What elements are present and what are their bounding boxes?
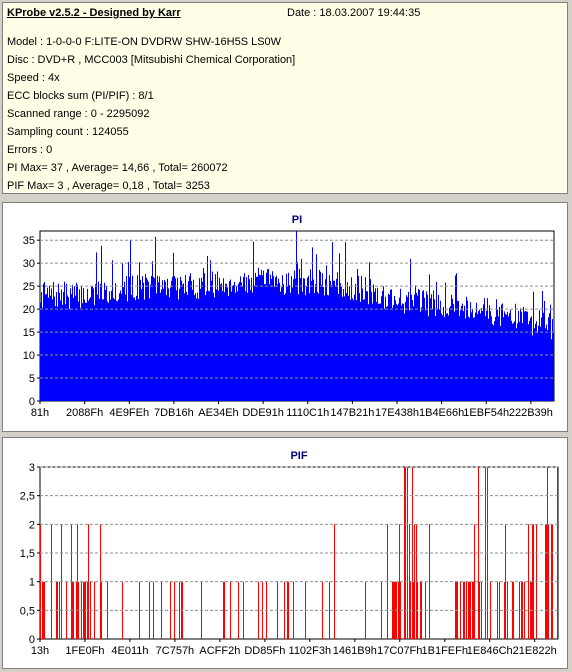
x-tick-label: 17E438h — [375, 407, 419, 419]
x-tick-label: 7C757h — [156, 645, 195, 657]
y-tick-label: 35 — [23, 235, 35, 247]
scan-date: Date : 18.03.2007 19:44:35 — [287, 7, 421, 19]
x-tick-label: ACFF2h — [199, 645, 240, 657]
info-errors: Errors : 0 — [7, 144, 53, 156]
x-tick-label: 1102F3h — [289, 645, 332, 657]
x-tick-label: 4E9FEh — [109, 407, 149, 419]
x-tick-label: 7DB16h — [154, 407, 194, 419]
x-tick-label: 1EBF54h — [463, 407, 509, 419]
pif-chart: PIF 0 0,5 1 1,5 2 2,5 3 13h 1FE0Fh 4E011h 7C757h ACF… — [20, 450, 559, 657]
info-pif-stats: PIF Max= 3 , Average= 0,18 , Total= 3253 — [7, 180, 210, 192]
y-tick-label: 0 — [29, 396, 35, 408]
y-tick-label: 2,5 — [20, 491, 35, 503]
pi-chart-panel: PI 0 5 10 15 20 25 30 35 81h 2088Fh 4E9FEh 7DB16h AE3… — [2, 202, 568, 432]
pi-bars — [40, 231, 554, 401]
x-tick-label: 2088Fh — [66, 407, 103, 419]
info-model: Model : 1-0-0-0 F:LITE-ON DVDRW SHW-16H5… — [7, 36, 282, 48]
x-tick-label: 1B1FEFh — [422, 645, 468, 657]
x-tick-label: 1B4E66h — [419, 407, 464, 419]
x-tick-label: 147B21h — [330, 407, 374, 419]
y-tick-label: 20 — [23, 304, 35, 316]
x-tick-label: 17C07Fh — [377, 645, 422, 657]
chart-title: PI — [292, 214, 302, 226]
x-tick-label: 81h — [31, 407, 49, 419]
info-range: Scanned range : 0 - 2295092 — [7, 108, 150, 120]
y-tick-label: 25 — [23, 281, 35, 293]
x-tick-label: 13h — [31, 645, 49, 657]
y-tick-label: 1 — [29, 577, 35, 589]
x-tick-label: AE34Eh — [198, 407, 238, 419]
app-title: KProbe v2.5.2 - Designed by Karr — [7, 7, 181, 19]
info-speed: Speed : 4x — [7, 72, 60, 84]
y-tick-label: 30 — [23, 258, 35, 270]
pif-chart-panel: PIF 0 0,5 1 1,5 2 2,5 3 13h 1FE0Fh 4E011h 7C757h ACF… — [2, 437, 568, 669]
y-tick-label: 0,5 — [20, 605, 35, 617]
y-tick-label: 0 — [29, 634, 35, 646]
x-tick-label: 1110C1h — [286, 407, 329, 419]
info-sampling: Sampling count : 124055 — [7, 126, 129, 138]
y-tick-label: 15 — [23, 327, 35, 339]
y-tick-label: 10 — [23, 350, 35, 362]
x-tick-label: 1E846Ch — [467, 645, 513, 657]
chart-title: PIF — [290, 450, 307, 462]
info-disc: Disc : DVD+R , MCC003 [Mitsubishi Chemic… — [7, 54, 296, 66]
info-panel: KProbe v2.5.2 - Designed by Karr Date : … — [2, 2, 568, 194]
x-tick-label: 4E011h — [111, 645, 148, 657]
x-tick-label: 1FE0Fh — [65, 645, 104, 657]
x-tick-label: DD85Fh — [244, 645, 285, 657]
pi-chart: PI 0 5 10 15 20 25 30 35 81h 2088Fh 4E9FEh 7DB16h AE3… — [23, 214, 555, 419]
x-tick-label: 1461B9h — [333, 645, 377, 657]
x-tick-label: 21E822h — [513, 645, 557, 657]
x-tick-label: DDE91h — [242, 407, 284, 419]
y-tick-label: 5 — [29, 373, 35, 385]
y-tick-label: 3 — [29, 462, 35, 474]
info-ecc: ECC blocks sum (PI/PIF) : 8/1 — [7, 90, 154, 102]
y-tick-label: 1,5 — [20, 548, 35, 560]
pi-bar-series — [40, 231, 554, 401]
x-tick-label: 222B39h — [509, 407, 553, 419]
y-tick-label: 2 — [29, 519, 35, 531]
info-pi-stats: PI Max= 37 , Average= 14,66 , Total= 260… — [7, 162, 228, 174]
